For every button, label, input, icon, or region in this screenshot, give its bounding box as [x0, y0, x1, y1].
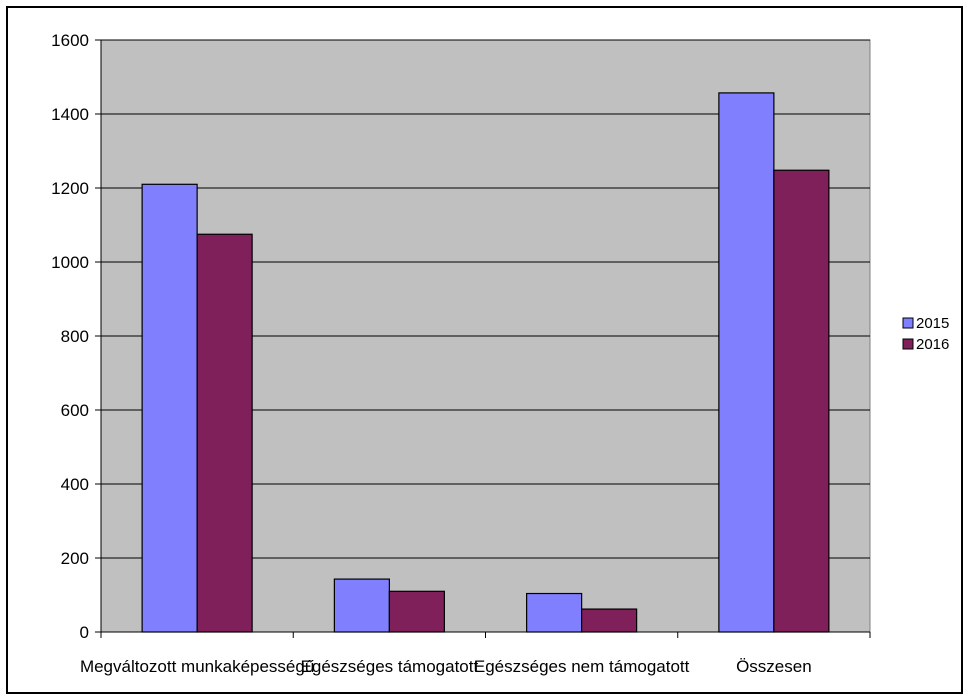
x-category-label: Egészséges nem támogatott: [474, 657, 690, 676]
bar-2015-2: [526, 592, 583, 633]
y-tick-label: 200: [61, 549, 89, 568]
y-tick-label: 600: [61, 401, 89, 420]
bar-2016-3: [773, 169, 830, 633]
y-tick-label: 1200: [51, 179, 89, 198]
y-tick-label: 400: [61, 475, 89, 494]
bar-2015-3: [718, 92, 775, 633]
bar-2016-2: [581, 608, 638, 633]
legend-label-2015: 2015: [916, 315, 949, 332]
y-tick-label: 1400: [51, 105, 89, 124]
y-tick-label: 800: [61, 327, 89, 346]
bar-2016-1: [388, 590, 445, 633]
bar-2016-0: [196, 233, 253, 633]
bar-2015-1: [333, 578, 390, 633]
legend-swatch-2016: [902, 338, 914, 350]
x-category-label: Összesen: [736, 657, 812, 676]
bar-2015-0: [141, 183, 198, 633]
x-category-label: Egészséges támogatott: [301, 657, 479, 676]
y-tick-label: 1000: [51, 253, 89, 272]
legend-swatch-2015: [902, 317, 914, 329]
x-category-label: Megváltozott munkaképességű: [80, 657, 314, 676]
legend-label-2016: 2016: [916, 336, 949, 353]
y-tick-label: 0: [80, 623, 89, 642]
y-tick-labels: 0 200 400 600 800 1000 1200 1400 1600: [51, 31, 89, 642]
legend: 2015 2016: [902, 315, 949, 353]
axes: [95, 39, 871, 638]
y-tick-label: 1600: [51, 31, 89, 50]
bars: [141, 92, 830, 633]
